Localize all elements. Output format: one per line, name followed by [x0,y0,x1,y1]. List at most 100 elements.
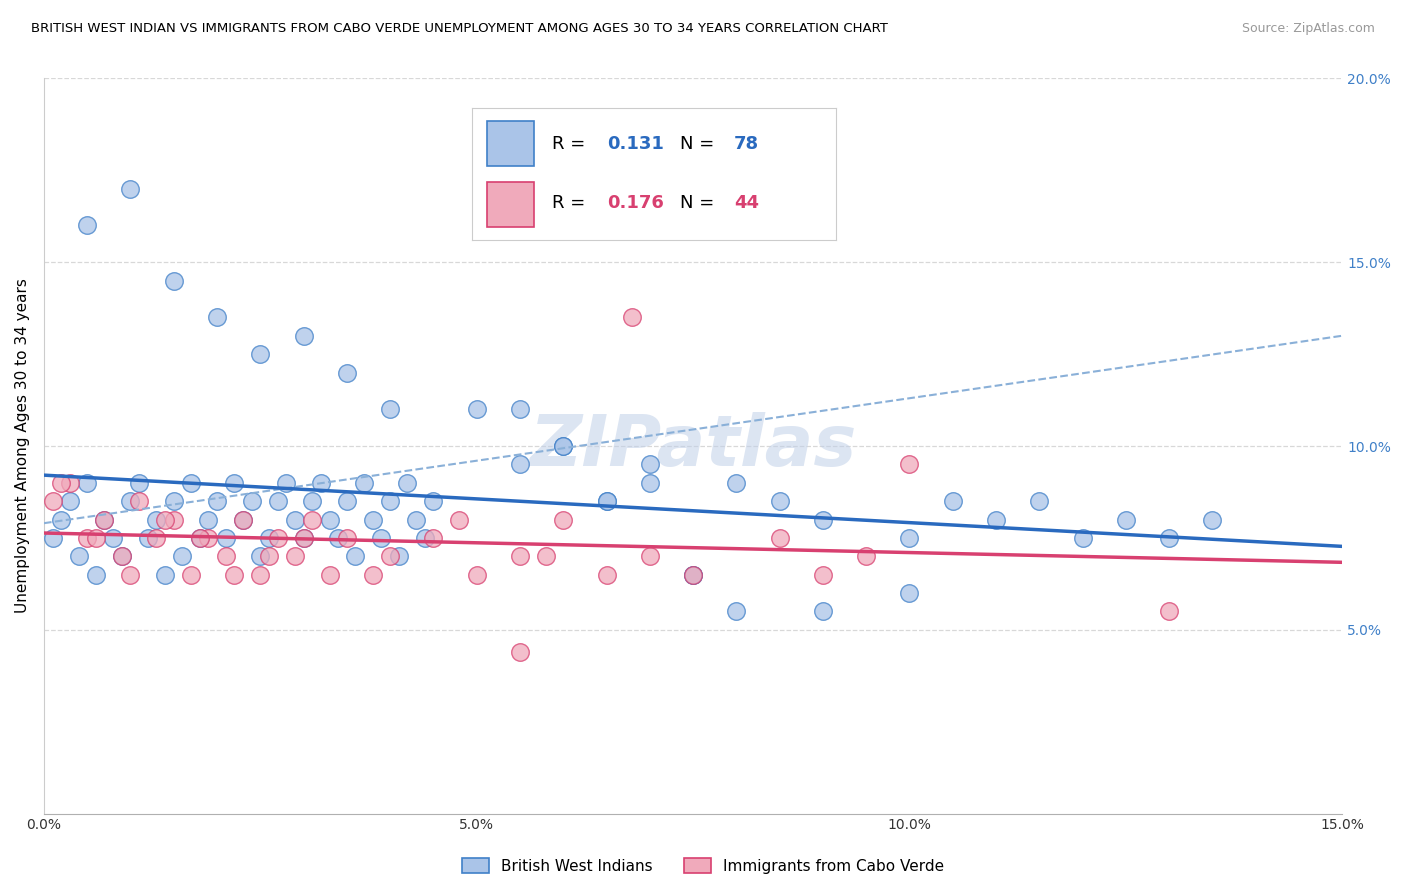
Point [1028,494,1050,508]
Point [336,531,359,545]
Point [120,567,142,582]
Point [509,549,531,564]
Point [388,549,411,564]
Point [378,549,401,564]
Point [93,512,115,526]
Point [509,645,531,659]
Point [180,567,202,582]
Point [266,494,288,508]
Point [128,475,150,490]
Point [396,475,419,490]
Point [336,494,359,508]
Point [1115,512,1137,526]
Point [811,512,834,526]
Point [59,494,82,508]
Point [163,494,186,508]
Point [353,475,375,490]
Point [145,512,167,526]
Point [188,531,211,545]
Point [59,475,82,490]
Point [232,512,254,526]
Point [224,475,246,490]
Point [76,219,98,233]
Point [595,494,617,508]
Point [942,494,965,508]
Point [769,531,792,545]
Point [1159,531,1181,545]
Point [76,475,98,490]
Point [145,531,167,545]
Point [318,567,340,582]
Point [224,567,246,582]
Point [378,494,401,508]
Point [370,531,392,545]
Point [1201,512,1223,526]
Point [197,531,219,545]
Point [309,475,332,490]
Point [84,531,107,545]
Point [725,475,748,490]
Point [232,512,254,526]
Point [172,549,194,564]
Point [898,586,921,600]
Point [682,567,704,582]
Point [249,549,271,564]
Point [163,512,186,526]
Point [257,531,280,545]
Point [76,531,98,545]
Point [301,494,323,508]
Point [509,402,531,417]
Point [153,567,176,582]
Point [284,512,307,526]
Point [898,531,921,545]
Point [811,567,834,582]
Point [509,458,531,472]
Point [292,328,315,343]
Point [638,458,661,472]
Point [266,531,288,545]
Point [284,549,307,564]
Point [257,549,280,564]
Point [67,549,90,564]
Point [405,512,427,526]
Point [301,512,323,526]
Point [449,512,471,526]
Point [240,494,263,508]
Point [197,512,219,526]
Point [163,274,186,288]
Point [638,549,661,564]
Point [336,366,359,380]
Point [101,531,124,545]
Point [128,494,150,508]
Point [378,402,401,417]
Point [682,567,704,582]
Point [595,567,617,582]
Point [292,531,315,545]
Point [422,531,444,545]
Point [205,494,228,508]
Point [361,567,384,582]
Legend: British West Indians, Immigrants from Cabo Verde: British West Indians, Immigrants from Ca… [456,852,950,880]
Point [93,512,115,526]
Point [136,531,159,545]
Text: ZIPatlas: ZIPatlas [530,411,856,481]
Point [422,494,444,508]
Point [205,310,228,325]
Point [180,475,202,490]
Text: Source: ZipAtlas.com: Source: ZipAtlas.com [1241,22,1375,36]
Point [153,512,176,526]
Point [41,494,63,508]
Point [1159,604,1181,618]
Point [214,549,236,564]
Point [725,604,748,618]
Point [682,567,704,582]
Point [318,512,340,526]
Point [855,549,877,564]
Point [769,494,792,508]
Point [292,531,315,545]
Point [51,512,73,526]
Point [898,458,921,472]
Point [249,567,271,582]
Text: BRITISH WEST INDIAN VS IMMIGRANTS FROM CABO VERDE UNEMPLOYMENT AMONG AGES 30 TO : BRITISH WEST INDIAN VS IMMIGRANTS FROM C… [31,22,887,36]
Point [621,310,644,325]
